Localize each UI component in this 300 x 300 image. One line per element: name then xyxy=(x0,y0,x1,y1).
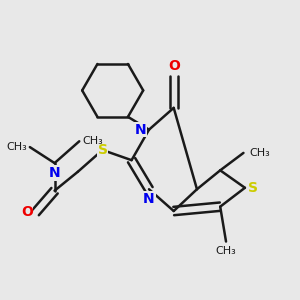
Text: CH₃: CH₃ xyxy=(216,246,236,256)
Text: S: S xyxy=(98,143,107,157)
Text: N: N xyxy=(143,192,155,206)
Text: CH₃: CH₃ xyxy=(6,142,27,152)
Text: CH₃: CH₃ xyxy=(82,136,103,146)
Text: O: O xyxy=(21,206,33,220)
Text: S: S xyxy=(248,181,258,195)
Text: N: N xyxy=(49,166,60,180)
Text: CH₃: CH₃ xyxy=(249,148,270,158)
Text: N: N xyxy=(134,123,146,137)
Text: O: O xyxy=(168,59,180,73)
